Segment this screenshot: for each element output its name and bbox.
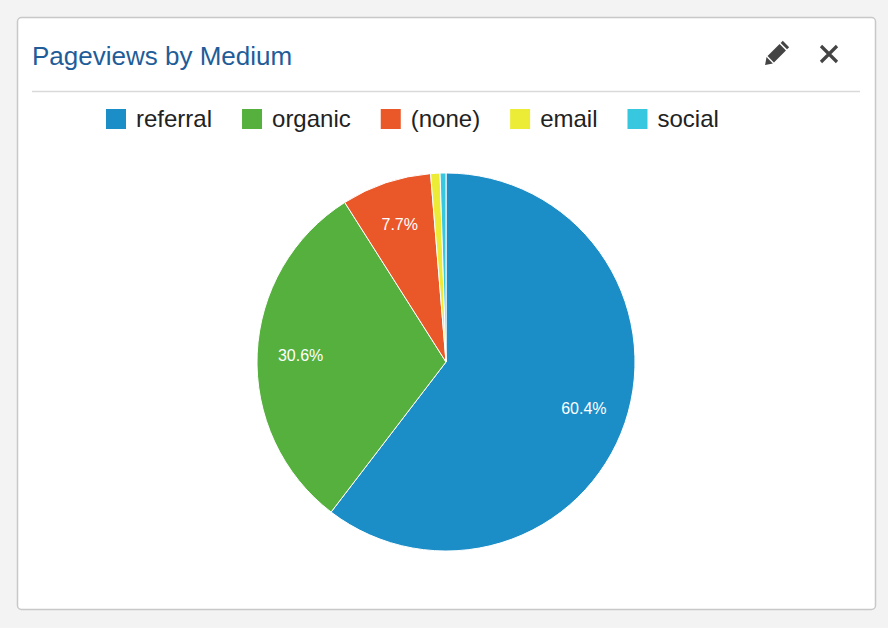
legend: referral organic (none) email social	[106, 105, 719, 132]
legend-label: referral	[136, 105, 212, 132]
legend-swatch	[510, 109, 530, 129]
data-label: 60.4%	[561, 400, 606, 417]
edit-icon-tip[interactable]	[762, 57, 773, 68]
legend-label: (none)	[411, 105, 480, 132]
close-icon[interactable]	[821, 46, 837, 62]
legend-swatch	[381, 109, 401, 129]
legend-swatch	[106, 109, 126, 129]
legend-swatch	[627, 109, 647, 129]
pie-slice	[440, 173, 446, 362]
chart-root: Pageviews by Medium referral organic (none)…	[0, 0, 888, 628]
edit-button[interactable]	[762, 41, 789, 68]
header-separator	[32, 91, 860, 93]
card	[18, 18, 876, 610]
chart-title: Pageviews by Medium	[32, 41, 292, 71]
legend-label: social	[657, 105, 718, 132]
legend-label: organic	[272, 105, 351, 132]
pie-slice	[345, 174, 446, 362]
data-labels: 60.4% 30.6% 7.7%	[278, 216, 607, 418]
data-label: 7.7%	[381, 216, 417, 233]
pie-slice	[431, 173, 446, 362]
data-label: 30.6%	[278, 347, 323, 364]
edit-icon-cap[interactable]	[781, 41, 789, 49]
edit-icon-body[interactable]	[768, 44, 786, 62]
legend-swatch	[242, 109, 262, 129]
pie	[257, 173, 635, 551]
legend-label: email	[540, 105, 597, 132]
close-button[interactable]	[821, 46, 837, 62]
